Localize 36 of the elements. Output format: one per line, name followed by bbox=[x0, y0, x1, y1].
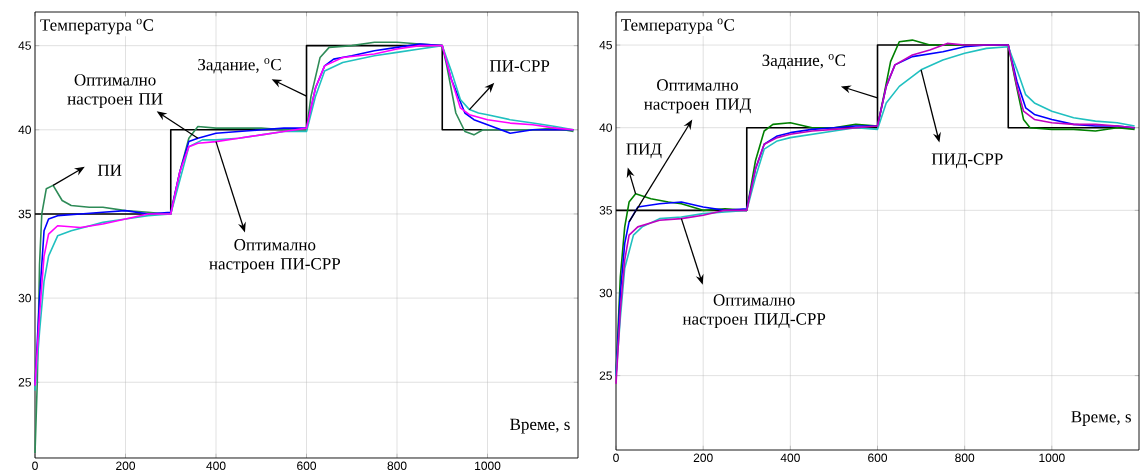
y-tick-label: 40 bbox=[599, 123, 613, 132]
annotation: Оптимално настроен ПИД bbox=[644, 79, 751, 114]
x-tick-label: 0 bbox=[32, 461, 38, 471]
x-tick-label: 400 bbox=[780, 453, 800, 463]
x-axis-title: Време, s bbox=[1071, 411, 1131, 426]
y-tick-label: 30 bbox=[599, 288, 613, 298]
annotation: Оптимално настроен ПИ-СРР bbox=[209, 239, 341, 273]
x-tick-label: 600 bbox=[297, 461, 317, 471]
y-tick-label: 30 bbox=[18, 293, 32, 303]
annotation: Оптимално настроен ПИД-СРР bbox=[682, 294, 826, 329]
y-tick-label: 45 bbox=[599, 40, 612, 50]
y-tick-label: 45 bbox=[18, 41, 31, 50]
x-axis-title: Време, s bbox=[510, 418, 570, 434]
x-tick-label: 400 bbox=[206, 461, 226, 471]
annotation: ПИД-СРР bbox=[931, 153, 1003, 169]
annotation: Оптимално настроен ПИ bbox=[67, 74, 163, 109]
annotation: ПИ-СРР bbox=[489, 60, 550, 72]
annotation: ПИ bbox=[97, 164, 122, 176]
x-tick-label: 0 bbox=[613, 453, 619, 463]
x-tick-label: 600 bbox=[868, 453, 888, 463]
annotation: Задание, $^{o}$C bbox=[762, 53, 846, 70]
y-tick-label: 35 bbox=[18, 209, 31, 219]
y-tick-label: 40 bbox=[18, 125, 32, 135]
x-tick-label: 200 bbox=[116, 461, 136, 471]
y-axis-title: Температура $^{o}$C bbox=[40, 18, 154, 35]
annotation: Задание, $^{o}$C bbox=[198, 58, 281, 74]
x-tick-label: 1000 bbox=[1039, 453, 1065, 463]
y-tick-label: 25 bbox=[18, 378, 31, 387]
x-tick-label: 800 bbox=[387, 461, 407, 471]
y-axis-title: Температура $^{o}$C bbox=[621, 18, 734, 35]
annotation: ПИД bbox=[626, 143, 662, 159]
x-tick-label: 1000 bbox=[475, 461, 501, 471]
y-tick-label: 25 bbox=[599, 371, 612, 380]
y-tick-label: 35 bbox=[599, 206, 612, 215]
x-tick-label: 800 bbox=[955, 453, 975, 463]
x-tick-label: 200 bbox=[693, 453, 713, 463]
